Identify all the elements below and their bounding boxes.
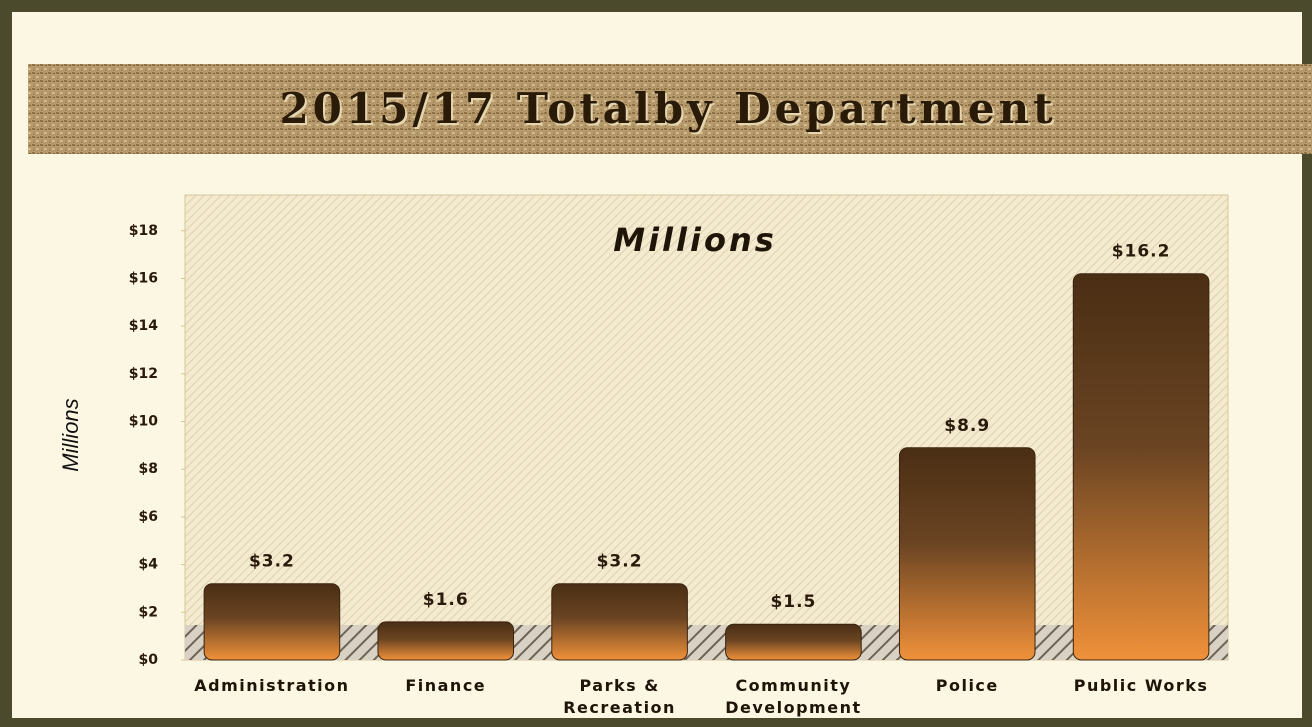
x-tick-label: Public Works: [1073, 676, 1209, 695]
y-tick-label: $12: [129, 366, 158, 382]
y-tick-label: $6: [139, 509, 158, 525]
y-axis-label: Millions: [58, 398, 83, 471]
x-tick-label: Administration: [194, 676, 350, 695]
x-tick-label: Police: [935, 676, 999, 695]
value-label: $16.2: [1112, 242, 1171, 262]
value-label: $3.2: [597, 552, 643, 572]
y-tick-label: $10: [129, 414, 158, 430]
y-tick-label: $14: [129, 318, 158, 334]
bar: [1072, 273, 1210, 661]
title-shadow: 2015/17 Totalby Department: [281, 86, 1058, 135]
subtitle: Millions: [613, 221, 777, 259]
y-tick-label: $8: [139, 461, 158, 477]
bar: [203, 583, 341, 661]
y-tick-label: $4: [139, 557, 159, 573]
x-tick-label: Finance: [405, 676, 487, 695]
y-tick-label: $16: [129, 270, 158, 286]
title-band: [28, 64, 1312, 154]
x-tick-label: Parks & Recreation: [563, 676, 676, 717]
x-tick-label: Community Development: [725, 676, 862, 717]
chart-title: 2015/17 Totalby Department: [279, 84, 1056, 133]
floor: [185, 625, 1228, 660]
bar: [725, 623, 862, 661]
bar: [551, 583, 688, 661]
plot-area: [184, 194, 1229, 661]
value-label: $1.6: [423, 590, 469, 610]
y-tick-label: $0: [139, 652, 159, 668]
y-tick-label: $2: [139, 604, 158, 620]
value-label: $3.2: [249, 552, 295, 572]
value-label: $1.5: [770, 592, 816, 612]
y-tick-label: $18: [129, 223, 158, 239]
bar: [377, 621, 515, 661]
value-label: $8.9: [944, 416, 990, 436]
bar: [898, 447, 1036, 661]
